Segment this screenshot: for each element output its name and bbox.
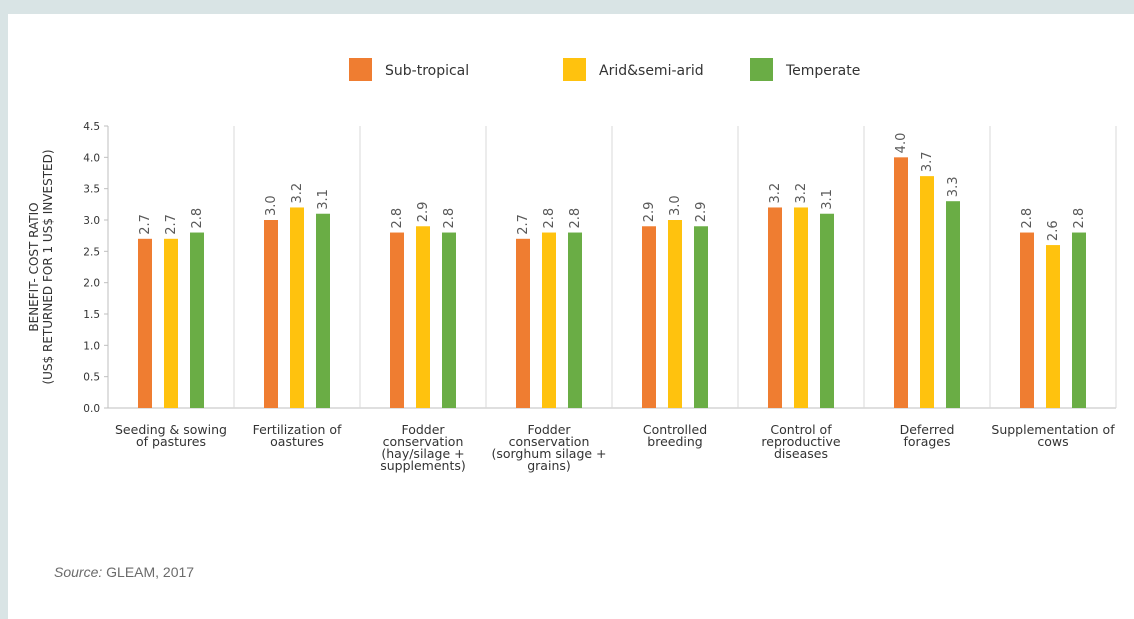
source-note: Source: GLEAM, 2017 [54,564,194,580]
data-label: 2.8 [542,208,557,229]
legend-swatch [750,58,773,81]
legend-label: Sub-tropical [385,63,469,79]
category-label: Supplementation of [991,422,1115,437]
y-axis-label-line1: BENEFIT- COST RATIO [27,202,41,331]
legend-swatch [563,58,586,81]
data-label: 3.0 [264,195,279,216]
legend-label: Arid&semi-arid [599,63,704,79]
category-label: diseases [774,446,828,461]
bar [1020,232,1034,408]
category-label: conservation [509,434,590,449]
bar [794,207,808,408]
source-text: GLEAM, 2017 [102,564,195,580]
data-label: 2.8 [190,208,205,229]
category-label: forages [904,434,951,449]
bar [768,207,782,408]
data-label: 2.7 [138,214,153,235]
data-label: 2.7 [164,214,179,235]
data-label: 3.7 [920,151,935,172]
source-label: Source: [54,564,103,580]
category-label: Fodder [527,422,571,437]
y-axis-label-line2: (US$ RETURNED FOR 1 US$ INVESTED) [41,149,55,384]
y-tick-label: 3.0 [83,215,100,227]
bar [516,238,530,408]
category-label: (sorghum silage + [491,446,606,461]
data-label: 3.0 [668,195,683,216]
data-label: 2.9 [694,202,709,223]
bar [946,201,960,408]
category-label: Fodder [401,422,445,437]
bar [264,220,278,408]
y-tick-label: 2.0 [83,278,100,290]
data-label: 2.8 [390,208,405,229]
bar [316,213,330,408]
bar [542,232,556,408]
y-tick-label: 4.0 [83,152,100,164]
y-tick-label: 1.5 [83,309,100,321]
data-label: 2.9 [416,202,431,223]
data-label: 2.8 [1072,208,1087,229]
category-label: Deferred [900,422,955,437]
bar [1046,245,1060,408]
category-label: conservation [383,434,464,449]
bar [820,213,834,408]
bar [416,226,430,408]
category-label: supplements) [380,458,466,473]
data-label: 3.3 [946,177,961,198]
bar [290,207,304,408]
data-label: 3.2 [794,183,809,204]
bar [894,157,908,408]
data-label: 3.1 [820,189,835,210]
data-label: 2.8 [568,208,583,229]
category-label: oastures [270,434,324,449]
category-label: (hay/silage + [381,446,464,461]
bar [642,226,656,408]
category-label: breeding [647,434,702,449]
data-label: 4.0 [894,133,909,154]
bar [164,238,178,408]
category-label: Seeding & sowing [115,422,227,437]
category-label: grains) [527,458,571,473]
figure-panel: 0.0 0.5 1.0 1.5 2.0 2.5 3.0 3.5 4.0 4.5 BENEFIT- C… [8,14,1134,619]
category-label: of pastures [136,434,206,449]
legend-swatch [349,58,372,81]
data-label: 3.1 [316,189,331,210]
bar [138,238,152,408]
y-tick-label: 4.5 [83,121,100,133]
bar [442,232,456,408]
data-label: 2.8 [1020,208,1035,229]
bar [668,220,682,408]
data-label: 2.7 [516,214,531,235]
bar [190,232,204,408]
bar [568,232,582,408]
data-label: 3.2 [290,183,305,204]
y-tick-label: 0.5 [83,372,100,384]
data-label: 2.8 [442,208,457,229]
y-tick-label: 1.0 [83,340,100,352]
category-label: cows [1037,434,1068,449]
bar [1072,232,1086,408]
bar [694,226,708,408]
data-label: 2.6 [1046,220,1061,241]
category-label: Controlled [643,422,707,437]
bar [920,176,934,408]
y-tick-label: 0.0 [83,403,100,415]
y-tick-label: 3.5 [83,184,100,196]
data-label: 2.9 [642,202,657,223]
category-label: Control of [770,422,832,437]
legend-label: Temperate [785,63,860,79]
category-label: Fertilization of [253,422,342,437]
data-label: 3.2 [768,183,783,204]
benefit-cost-chart: 0.0 0.5 1.0 1.5 2.0 2.5 3.0 3.5 4.0 4.5 BENEFIT- C… [27,58,1117,473]
bar [390,232,404,408]
category-label: reproductive [761,434,841,449]
y-tick-label: 2.5 [83,246,100,258]
